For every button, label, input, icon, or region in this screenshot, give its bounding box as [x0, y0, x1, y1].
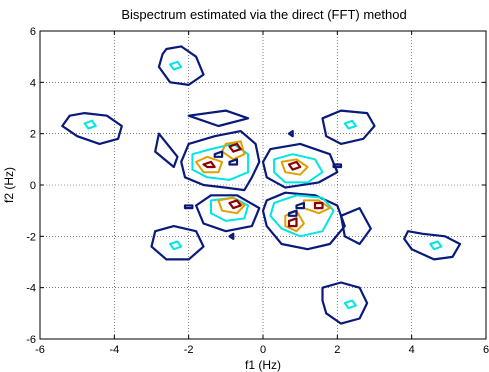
y-tick-label: -2	[26, 231, 36, 243]
contour-level-4	[228, 199, 242, 210]
contour-level-1	[261, 142, 339, 189]
contour-level-2	[83, 119, 97, 130]
contour-level-1	[180, 130, 261, 192]
contour-level-1	[403, 230, 462, 261]
contour-level-1	[321, 109, 376, 145]
contour-level-4	[202, 160, 216, 169]
x-tick-label: -6	[35, 344, 45, 356]
contour-level-1	[339, 207, 372, 246]
contour-level-1	[228, 232, 235, 240]
x-tick-label: -4	[109, 344, 119, 356]
contour-level-1	[287, 209, 298, 217]
contour-level-1	[213, 150, 224, 158]
contour-level-4	[287, 160, 302, 171]
contour-level-2	[169, 240, 183, 251]
contour-level-2	[343, 119, 357, 130]
contour-level-3	[221, 140, 246, 161]
contour-level-2	[273, 153, 324, 184]
contour-level-2	[169, 60, 183, 71]
axis-ticks: -6 -4 -2 0 2 4 6 -6 -4 -2 0 2 4 6	[26, 26, 489, 356]
contour-level-1	[187, 109, 250, 128]
contour-level-3	[217, 196, 246, 215]
contour-level-1	[287, 130, 294, 138]
y-tick-label: 0	[30, 180, 36, 192]
contour-level-1	[154, 132, 179, 169]
contour-level-1	[195, 194, 261, 233]
x-tick-label: 6	[483, 344, 489, 356]
contour-level-1	[295, 201, 305, 210]
contour-level-1	[157, 45, 205, 87]
x-axis-label: f1 (Hz)	[245, 358, 281, 372]
x-tick-label: 0	[260, 344, 266, 356]
y-axis-label: f2 (Hz)	[2, 167, 16, 203]
contour-level-3	[280, 158, 309, 176]
chart-title: Bispectrum estimated via the direct (FFT…	[121, 7, 406, 22]
contour-level-2	[210, 196, 250, 222]
contour-level-3	[195, 155, 224, 174]
contour-level-1	[183, 204, 194, 210]
contour-layer	[61, 45, 462, 325]
contour-level-1	[332, 163, 343, 169]
contour-level-1	[321, 281, 369, 325]
y-tick-label: 4	[30, 77, 36, 89]
x-tick-label: 4	[409, 344, 415, 356]
contour-level-2	[429, 240, 443, 251]
contour-level-1	[150, 225, 205, 261]
contour-level-1	[261, 191, 346, 251]
contour-level-2	[191, 142, 250, 181]
contour-level-2	[269, 194, 335, 238]
y-tick-label: -6	[26, 334, 36, 346]
contour-level-4	[228, 142, 242, 153]
y-tick-label: 6	[30, 26, 36, 38]
x-tick-label: -2	[184, 344, 194, 356]
y-tick-label: 2	[30, 129, 36, 141]
contour-level-4	[287, 217, 298, 228]
x-tick-label: 2	[334, 344, 340, 356]
contour-level-1	[61, 111, 123, 145]
contour-level-4	[313, 201, 324, 210]
contour-level-2	[343, 299, 357, 310]
y-tick-label: -4	[26, 283, 36, 295]
grid	[40, 31, 486, 339]
contour-level-1	[228, 158, 239, 166]
